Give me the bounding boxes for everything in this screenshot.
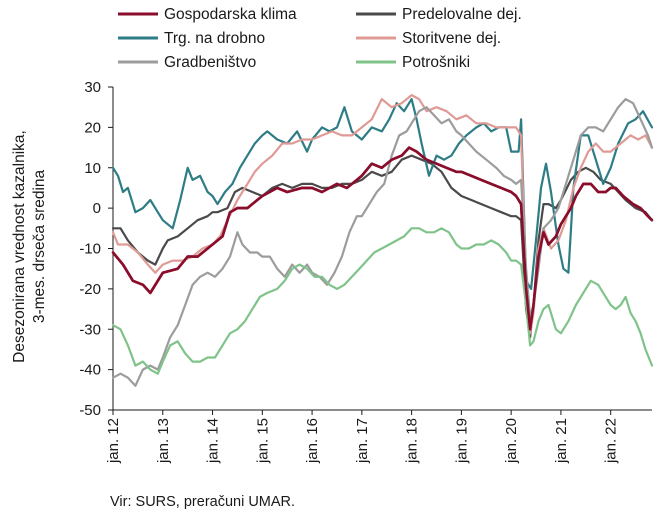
series-line-overlay-gospodarska-klima: [111, 146, 653, 331]
y-tick-label: -50: [79, 402, 101, 419]
legend-item-predelovalne-dej: Predelovalne dej.: [356, 6, 522, 23]
legend-label: Trg. na drobno: [164, 30, 265, 47]
x-tick-label: jan. 14: [205, 418, 222, 464]
y-axis-title-line: Desezonirana vrednost kazalnika,: [11, 130, 28, 363]
y-tick-label: -10: [79, 241, 101, 258]
y-tick-label: -40: [79, 362, 101, 379]
legend: Gospodarska klima Predelovalne dej. Trg. n…: [118, 6, 522, 71]
x-tick-label: jan. 16: [304, 418, 321, 464]
source-note: Vir: SURS, preračuni UMAR.: [110, 494, 296, 510]
y-tick-label: -30: [79, 321, 101, 338]
x-tick-label: jan. 13: [155, 418, 172, 464]
legend-item-potrosniki: Potrošniki: [356, 54, 470, 71]
y-tick-label: 0: [93, 200, 101, 217]
y-tick-label: 20: [84, 119, 101, 136]
x-ticks: jan. 12 jan. 13 jan. 14 jan. 15 jan. 16 jan. …: [105, 410, 620, 464]
series-line-potrosniki: [111, 227, 654, 375]
plot-lines: [111, 94, 654, 387]
legend-label: Storitvene dej.: [402, 30, 501, 47]
series-line-trg-na-drobno: [111, 98, 654, 290]
x-tick-label: jan. 12: [105, 418, 122, 464]
y-tick-label: -20: [79, 281, 101, 298]
x-tick-label: jan. 17: [354, 418, 371, 464]
y-tick-label: 30: [84, 79, 101, 96]
y-axis-title: Desezonirana vrednost kazalnika, 3-mes. d…: [11, 130, 48, 363]
series-line-gradbenistvo: [111, 98, 654, 387]
legend-item-gospodarska-klima: Gospodarska klima: [118, 6, 297, 23]
legend-label: Potrošniki: [402, 54, 470, 71]
series-line-predelovalne-dej: [111, 154, 654, 339]
y-ticks: 30 20 10 0 -10 -20 -30 -40 -50: [79, 79, 113, 419]
x-tick-label: jan. 19: [453, 418, 470, 464]
legend-label: Predelovalne dej.: [402, 6, 522, 23]
x-tick-label: jan. 20: [503, 418, 520, 464]
legend-label: Gradbeništvo: [164, 54, 256, 71]
x-tick-label: jan. 22: [603, 418, 620, 464]
y-tick-label: 10: [84, 160, 101, 177]
y-axis-title-line: 3-mes. drseča sredina: [31, 169, 48, 323]
x-tick-label: jan. 18: [404, 418, 421, 464]
x-tick-label: jan. 21: [553, 418, 570, 464]
series-line-storitvene-dej: [111, 94, 654, 335]
legend-item-gradbenistvo: Gradbeništvo: [118, 54, 256, 71]
x-tick-label: jan. 15: [254, 418, 271, 464]
legend-label: Gospodarska klima: [164, 6, 297, 23]
legend-item-storitvene-dej: Storitvene dej.: [356, 30, 501, 47]
legend-item-trg-na-drobno: Trg. na drobno: [118, 30, 265, 47]
